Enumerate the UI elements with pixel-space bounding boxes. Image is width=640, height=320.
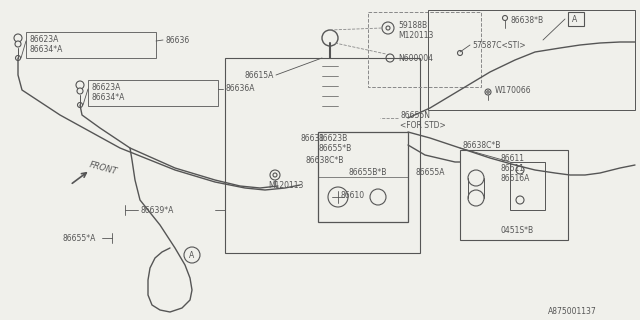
Text: 86638C*B: 86638C*B	[305, 156, 344, 164]
Bar	[428, 10, 635, 110]
Circle shape	[77, 102, 83, 108]
Text: 86655*A: 86655*A	[62, 234, 95, 243]
Text: 86634*A: 86634*A	[91, 92, 124, 101]
Circle shape	[386, 26, 390, 30]
Bar	[460, 150, 568, 240]
Text: A875001137: A875001137	[548, 308, 596, 316]
Text: A: A	[572, 14, 577, 23]
Circle shape	[76, 81, 84, 89]
Text: 57587C<STI>: 57587C<STI>	[472, 41, 525, 50]
Text: 86639*A: 86639*A	[140, 205, 173, 214]
Text: FRONT: FRONT	[88, 160, 118, 176]
Text: 86634*A: 86634*A	[29, 44, 62, 53]
Text: 86638*B: 86638*B	[510, 15, 543, 25]
Text: <FOR STD>: <FOR STD>	[400, 121, 445, 130]
Text: N600004: N600004	[398, 53, 433, 62]
Bar	[26, 32, 156, 58]
Circle shape	[77, 88, 83, 94]
Text: 86655N: 86655N	[400, 110, 430, 119]
Text: 86636: 86636	[165, 36, 189, 44]
Bar	[568, 12, 584, 26]
Circle shape	[273, 173, 277, 177]
Text: 59188B: 59188B	[398, 20, 427, 29]
Bar	[318, 132, 408, 222]
Circle shape	[487, 91, 489, 93]
Circle shape	[15, 55, 20, 60]
Bar	[368, 12, 481, 87]
Text: 86615A: 86615A	[244, 70, 273, 79]
Bar	[88, 80, 218, 106]
Text: 86611: 86611	[500, 154, 524, 163]
Circle shape	[14, 34, 22, 42]
Circle shape	[15, 41, 21, 47]
Bar	[225, 58, 420, 253]
Text: 86611: 86611	[500, 164, 524, 172]
Bar	[510, 162, 545, 210]
Text: 86623B: 86623B	[318, 133, 348, 142]
Text: 86631: 86631	[300, 133, 324, 142]
Text: 86655B*B: 86655B*B	[348, 167, 387, 177]
Text: 86655A: 86655A	[415, 167, 445, 177]
Text: 86636A: 86636A	[225, 84, 255, 92]
Text: M120113: M120113	[268, 180, 303, 189]
Text: 86623A: 86623A	[91, 83, 120, 92]
Text: 86623A: 86623A	[29, 35, 58, 44]
Circle shape	[502, 15, 508, 20]
Text: M120113: M120113	[398, 30, 433, 39]
Text: A: A	[189, 251, 195, 260]
Text: 86655*B: 86655*B	[318, 143, 351, 153]
Text: 0451S*B: 0451S*B	[500, 226, 533, 235]
Text: 86638C*B: 86638C*B	[462, 140, 500, 149]
Circle shape	[458, 51, 463, 55]
Text: 86616A: 86616A	[500, 173, 529, 182]
Text: W170066: W170066	[495, 85, 532, 94]
Text: 86610: 86610	[340, 190, 364, 199]
